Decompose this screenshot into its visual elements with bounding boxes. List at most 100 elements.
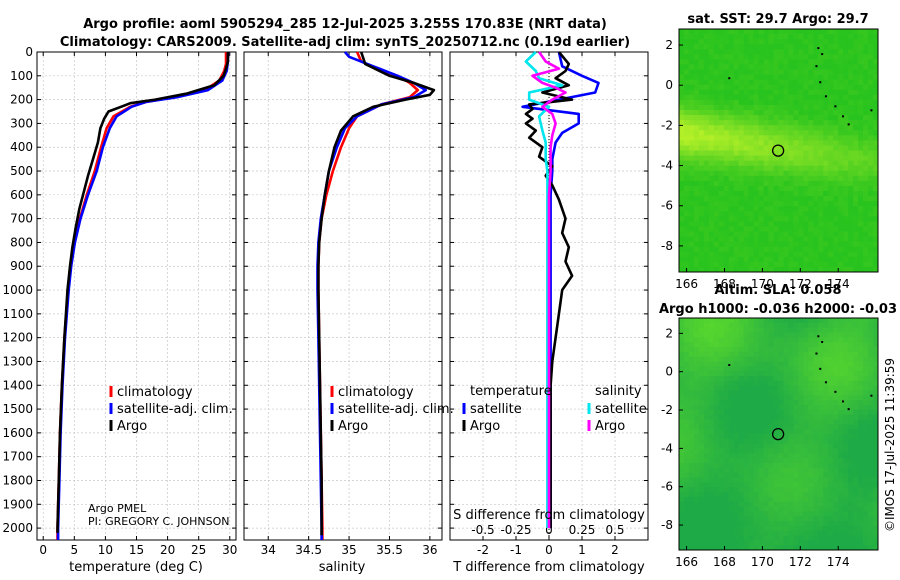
map-cell xyxy=(868,434,874,440)
map-cell xyxy=(708,44,715,50)
map-cell xyxy=(803,74,809,81)
map-cell xyxy=(863,246,869,253)
map-cell xyxy=(743,376,750,382)
map-cell xyxy=(713,390,720,396)
map-cell xyxy=(803,140,809,146)
map-cell xyxy=(728,221,735,227)
map-cell xyxy=(693,385,700,391)
map-cell xyxy=(748,395,755,401)
map-cell xyxy=(768,467,774,474)
map-cell xyxy=(848,395,854,401)
map-cell xyxy=(863,191,869,197)
map-cell xyxy=(743,409,750,416)
map-cell xyxy=(718,236,725,243)
map-cell xyxy=(679,361,685,367)
map-cell xyxy=(853,545,859,551)
map-cell xyxy=(818,376,824,382)
map-cell xyxy=(818,458,824,464)
map-cell xyxy=(708,429,715,435)
map-cell xyxy=(693,39,700,45)
map-cell xyxy=(868,89,874,96)
map-cell xyxy=(743,206,750,212)
map-cell xyxy=(683,140,690,146)
map-cell xyxy=(733,175,740,182)
map-cell xyxy=(723,130,730,136)
map-cell xyxy=(703,44,710,50)
map-cell xyxy=(858,74,864,81)
map-cell xyxy=(788,511,794,517)
map-cell xyxy=(873,356,879,362)
map-cell xyxy=(838,332,844,338)
map-cell xyxy=(818,135,824,141)
map-cell xyxy=(703,487,710,493)
legend-label: Argo xyxy=(338,419,368,434)
map-cell xyxy=(718,160,725,167)
map-cell xyxy=(823,180,829,187)
map-cell xyxy=(803,443,809,449)
map-cell xyxy=(758,467,764,474)
map-cell xyxy=(778,424,784,430)
map-cell xyxy=(798,79,804,86)
map-cell xyxy=(703,511,710,517)
map-cell xyxy=(703,206,710,212)
map-cell xyxy=(718,246,725,253)
map-cell xyxy=(753,405,760,411)
map-cell xyxy=(813,332,819,338)
map-cell xyxy=(868,467,874,474)
map-cell xyxy=(823,424,829,430)
map-cell xyxy=(733,84,740,91)
map-cell xyxy=(738,356,745,362)
map-cell xyxy=(828,39,834,45)
map-cell xyxy=(738,89,745,96)
map-cell xyxy=(733,261,740,268)
map-cell xyxy=(858,545,864,551)
map-cell xyxy=(703,155,710,162)
map-cell xyxy=(768,104,774,111)
map-cell xyxy=(723,342,730,348)
map-cell xyxy=(853,261,859,268)
map-cell xyxy=(808,130,814,136)
map-cell xyxy=(748,400,755,406)
map-cell xyxy=(868,535,874,541)
map-cell xyxy=(748,74,755,81)
map-cell xyxy=(773,414,779,420)
map-cell xyxy=(698,521,705,527)
map-cell xyxy=(853,110,859,116)
map-cell xyxy=(788,443,794,449)
map-cell xyxy=(778,201,784,207)
map-cell xyxy=(688,477,695,483)
map-cell xyxy=(708,175,715,182)
map-cell xyxy=(703,516,710,522)
map-cell xyxy=(693,211,700,217)
map-cell xyxy=(679,49,685,55)
map-cell xyxy=(768,487,774,493)
map-cell xyxy=(863,487,869,493)
map-cell xyxy=(793,99,799,106)
map-cell xyxy=(703,180,710,187)
map-cell xyxy=(818,140,824,146)
map-cell xyxy=(723,366,730,372)
map-cell xyxy=(808,395,814,401)
map-cell xyxy=(803,525,809,532)
map-cell xyxy=(778,380,784,387)
map-cell xyxy=(843,492,849,498)
map-cell xyxy=(858,145,864,151)
map-cell xyxy=(748,79,755,86)
map-cell xyxy=(833,545,839,551)
x-tick-label: 5 xyxy=(70,543,78,557)
map-cell xyxy=(813,371,819,377)
map-cell xyxy=(679,246,685,253)
map-cell xyxy=(813,54,819,60)
map-cell xyxy=(813,29,819,35)
map-cell xyxy=(708,145,715,151)
map-cell xyxy=(718,59,725,65)
map-cell xyxy=(828,69,834,75)
map-cell xyxy=(773,84,779,91)
map-cell xyxy=(763,390,769,396)
map-cell xyxy=(703,79,710,86)
map-cell xyxy=(713,395,720,401)
map-cell xyxy=(848,496,854,503)
map-cell xyxy=(773,160,779,167)
map-cell xyxy=(798,221,804,227)
map-cell xyxy=(818,59,824,65)
